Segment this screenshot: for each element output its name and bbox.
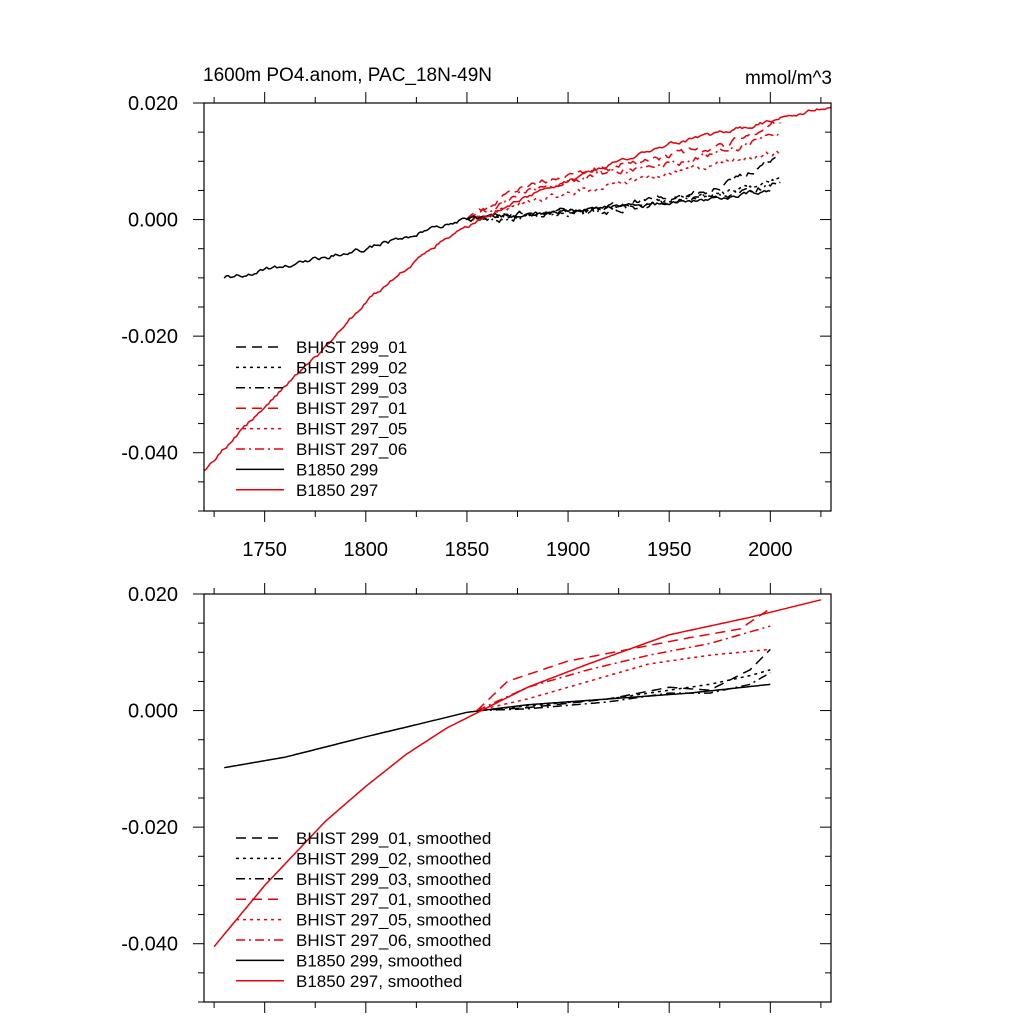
series-line [223, 189, 771, 279]
series-line [466, 150, 781, 221]
plot-title: 1600m PO4.anom, PAC_18N-49N [203, 65, 492, 86]
y-tick-label: -0.040 [121, 934, 178, 956]
y-tick-label: 0.020 [128, 93, 178, 115]
y-tick-label: 0.020 [128, 584, 178, 606]
bottom-panel: 0.020 0.000 -0.020 -0.040 BHIST 299_01, smoo… [121, 583, 832, 1013]
series-line [203, 106, 832, 472]
x-tick-label: 2000 [748, 539, 793, 561]
y-tick-label: 0.000 [128, 701, 178, 723]
axis-ticks [193, 92, 831, 522]
legend-label: BHIST 299_01 [296, 338, 407, 357]
legend-label: BHIST 299_02 [296, 358, 407, 377]
y-tick-label: -0.020 [121, 326, 178, 348]
x-tick-label: 1750 [242, 539, 287, 561]
legend-label: BHIST 297_05, smoothed [296, 911, 491, 930]
legend-label: BHIST 297_01, smoothed [296, 890, 491, 909]
x-tick-label: 1850 [445, 539, 490, 561]
legend-label: B1850 299 [296, 460, 378, 479]
series-line [466, 181, 781, 223]
axis-ticks [193, 583, 831, 1013]
legend-label: BHIST 297_06, smoothed [296, 931, 491, 950]
series-line [476, 625, 771, 712]
series-line [466, 175, 781, 221]
legend-label: B1850 297 [296, 481, 378, 500]
legend-label: BHIST 299_03, smoothed [296, 870, 491, 889]
legend-label: BHIST 297_06 [296, 440, 407, 459]
x-tick-label: 1950 [647, 539, 692, 561]
series-line [213, 599, 822, 948]
y-tick-label: -0.020 [121, 817, 178, 839]
series-line [224, 683, 771, 769]
series-line [466, 120, 781, 220]
y-tick-label: 0.000 [128, 210, 178, 232]
top-panel: 0.020 0.000 -0.020 -0.040 1750 1800 1850 1900 19… [121, 92, 832, 561]
x-tick-label: 1800 [344, 539, 389, 561]
x-tick-label: 1900 [546, 539, 591, 561]
series-line [476, 607, 771, 712]
legend-label: BHIST 299_01, smoothed [296, 829, 491, 848]
series-line [476, 672, 771, 712]
units-label: mmol/m^3 [745, 68, 832, 89]
legend-label: BHIST 297_01 [296, 399, 407, 418]
legend-label: BHIST 299_02, smoothed [296, 849, 491, 868]
legend-label: BHIST 299_03 [296, 379, 407, 398]
y-tick-label: -0.040 [121, 443, 178, 465]
series-line [476, 648, 771, 712]
series-line [476, 669, 771, 712]
legend-label: B1850 299, smoothed [296, 951, 462, 970]
legend-label: B1850 297, smoothed [296, 972, 462, 991]
series-group [213, 599, 822, 948]
legend-label: BHIST 297_05 [296, 420, 407, 439]
series-line [466, 130, 782, 221]
series-group [203, 106, 832, 472]
